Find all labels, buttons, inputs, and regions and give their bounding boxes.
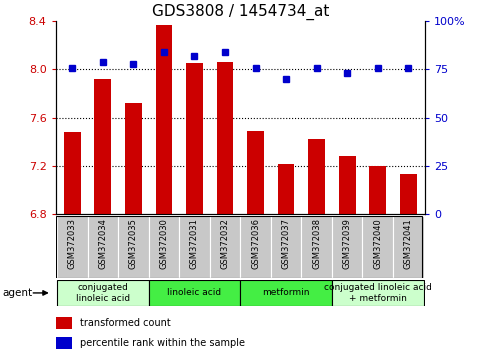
Bar [56, 318, 72, 329]
Bar [87, 216, 118, 278]
Text: GSM372036: GSM372036 [251, 218, 260, 269]
Bar [56, 337, 72, 349]
Bar [247, 131, 264, 214]
Text: GSM372038: GSM372038 [312, 218, 321, 269]
Text: percentile rank within the sample: percentile rank within the sample [80, 338, 244, 348]
Bar [369, 166, 386, 214]
Text: GSM372041: GSM372041 [404, 218, 413, 269]
Bar [278, 164, 295, 214]
Bar [332, 280, 424, 306]
Text: GSM372035: GSM372035 [129, 218, 138, 269]
Text: GSM372034: GSM372034 [99, 218, 107, 269]
Text: conjugated linoleic acid
+ metformin: conjugated linoleic acid + metformin [324, 283, 432, 303]
Bar [64, 132, 81, 214]
Bar [217, 62, 233, 214]
Bar [241, 216, 271, 278]
Bar [156, 25, 172, 214]
Text: GSM372032: GSM372032 [221, 218, 229, 269]
Bar [186, 63, 203, 214]
Text: linoleic acid: linoleic acid [168, 289, 222, 297]
Bar [241, 280, 332, 306]
Text: GSM372030: GSM372030 [159, 218, 169, 269]
Bar [339, 156, 355, 214]
Bar [179, 216, 210, 278]
Bar [118, 216, 149, 278]
Text: GSM372031: GSM372031 [190, 218, 199, 269]
Title: GDS3808 / 1454734_at: GDS3808 / 1454734_at [152, 4, 329, 20]
Text: metformin: metformin [262, 289, 310, 297]
Text: transformed count: transformed count [80, 318, 170, 329]
Bar [362, 216, 393, 278]
Bar [95, 79, 111, 214]
Text: GSM372039: GSM372039 [342, 218, 352, 269]
Bar [57, 280, 149, 306]
Bar [149, 216, 179, 278]
Bar [308, 139, 325, 214]
Text: GSM372040: GSM372040 [373, 218, 382, 269]
Text: GSM372033: GSM372033 [68, 218, 77, 269]
Bar [301, 216, 332, 278]
Text: conjugated
linoleic acid: conjugated linoleic acid [76, 283, 130, 303]
Bar [271, 216, 301, 278]
Bar [125, 103, 142, 214]
Bar [400, 175, 417, 214]
Bar [210, 216, 241, 278]
Text: GSM372037: GSM372037 [282, 218, 291, 269]
Bar [149, 280, 241, 306]
Text: agent: agent [2, 288, 32, 298]
Bar [393, 216, 424, 278]
Bar [57, 216, 87, 278]
Bar [332, 216, 362, 278]
